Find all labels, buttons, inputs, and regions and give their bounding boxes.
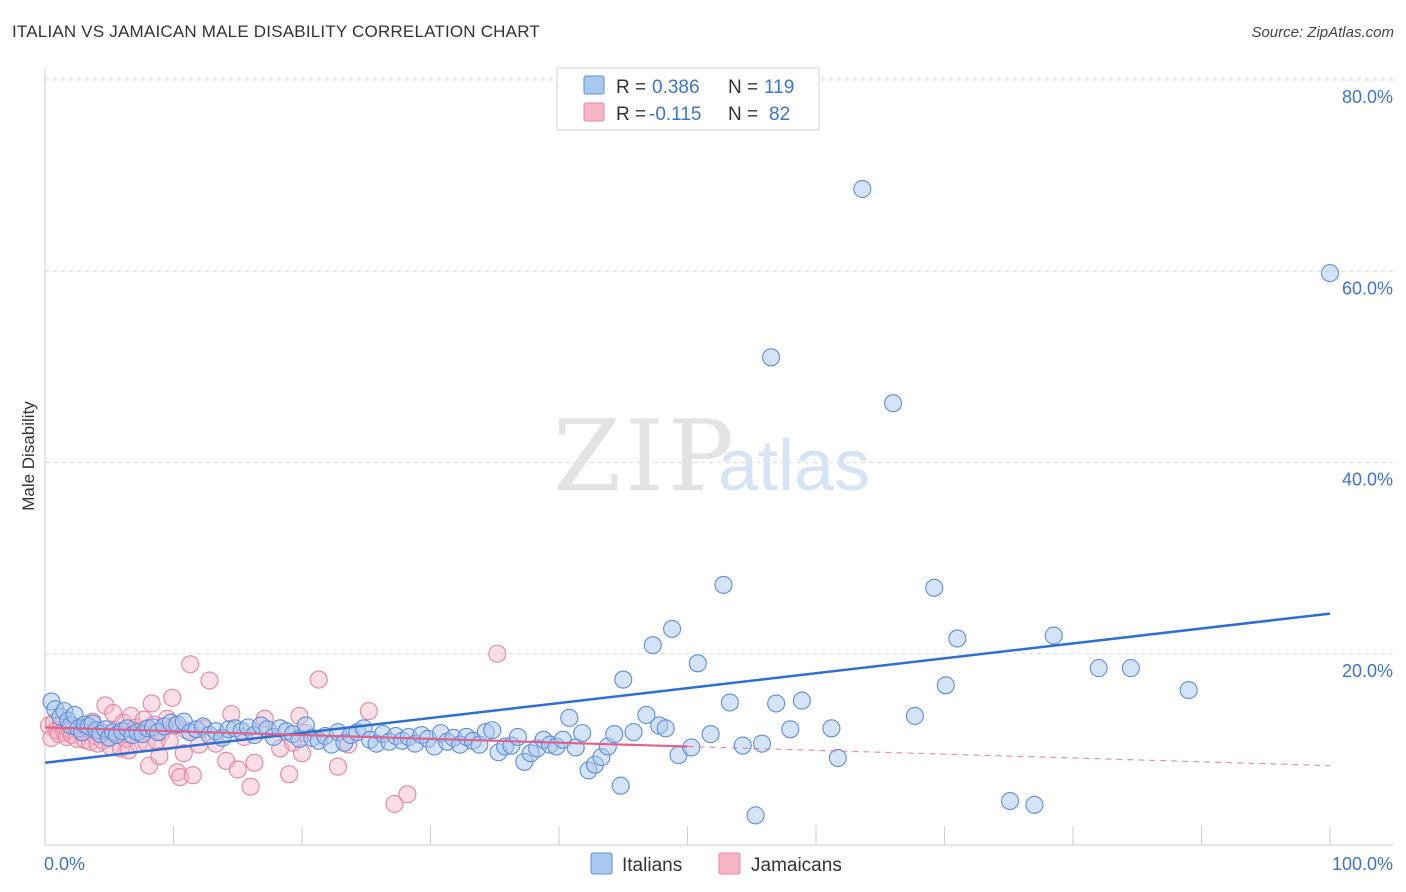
italians-point (614, 670, 633, 689)
legend: R = 0.386 N = 119 R = -0.115 N = 82 (556, 67, 820, 131)
legend-r-value-jamaicans: -0.115 (649, 104, 701, 125)
italians-point (605, 725, 624, 744)
bottom-legend: Italians Jamaicans (590, 852, 842, 876)
jamaicans-point (142, 694, 161, 713)
italians-point (822, 719, 841, 738)
jamaicans-point (150, 747, 169, 766)
x-tick-label-min: 0.0% (44, 854, 85, 874)
legend-r-label-jamaicans: R = (616, 104, 646, 125)
italians-point (853, 179, 872, 199)
y-tick-label: 80.0% (1342, 87, 1393, 107)
trend-lines (44, 612, 1331, 767)
jamaicans-trend-extension (687, 745, 1331, 767)
axes (44, 68, 1393, 846)
bottom-legend-label-jamaicans: Jamaicans (751, 855, 842, 876)
jamaicans-point (96, 696, 115, 715)
legend-n-value-jamaicans: 82 (769, 104, 790, 125)
italians-point (611, 776, 630, 795)
italians-point (925, 578, 944, 597)
italians-point (560, 708, 579, 727)
italians-point (701, 725, 720, 744)
italians-point (1320, 264, 1340, 283)
italians-point (573, 724, 592, 743)
bottom-legend-label-italians: Italians (622, 855, 682, 876)
italians-point (663, 619, 682, 638)
italians-point (1089, 659, 1108, 678)
italians-point (508, 727, 527, 746)
italians-point (884, 394, 903, 413)
italians-trend-line (44, 612, 1331, 765)
legend-r-value-italians: 0.386 (652, 77, 700, 98)
italians-point (643, 636, 662, 655)
jamaicans-point (168, 763, 187, 782)
jamaicans-point (280, 765, 299, 784)
y-tick-label: 20.0% (1342, 661, 1393, 681)
italians-point (828, 748, 847, 768)
italians-point (1000, 791, 1020, 811)
italians-point (483, 721, 502, 740)
legend-swatch-italians (583, 75, 605, 95)
y-tick-label: 60.0% (1342, 278, 1393, 298)
italians-point (1121, 659, 1140, 678)
watermark: ZIP atlas (553, 400, 870, 514)
legend-r-label-italians: R = (616, 77, 646, 98)
legend-n-value-italians: 119 (764, 77, 794, 98)
italians-point (781, 720, 800, 739)
italians-point (1025, 795, 1044, 814)
jamaicans-point (245, 753, 264, 772)
watermark-zip: ZIP (553, 400, 738, 514)
legend-n-label-jamaicans: N = (728, 104, 758, 125)
jamaicans-point (241, 777, 260, 796)
jamaicans-point (488, 644, 507, 663)
italians-point (1044, 626, 1063, 645)
jamaicans-point (398, 785, 417, 804)
italians-point (624, 723, 643, 742)
jamaicans-point (200, 671, 219, 690)
tick-labels: 20.0% 40.0% 60.0% 80.0% 0.0% 100.0% (44, 87, 1393, 874)
italians-point (752, 734, 772, 753)
italians-point (637, 705, 656, 725)
italians-point (746, 806, 765, 825)
source-label: Source: ZipAtlas.com (1251, 24, 1394, 41)
jamaicans-point (174, 744, 193, 763)
chart-title: ITALIAN VS JAMAICAN MALE DISABILITY CORR… (12, 22, 540, 41)
italians-point (688, 654, 707, 673)
italians-point (714, 575, 733, 594)
jamaicans-point (309, 670, 328, 689)
jamaicans-point (181, 655, 200, 674)
italians-point (936, 676, 955, 695)
jamaicans-point (385, 794, 404, 813)
jamaicans-point (163, 688, 182, 707)
jamaicans-point (183, 766, 202, 785)
y-axis-title: Male Disability (19, 401, 38, 511)
italians-point (792, 691, 811, 710)
bottom-legend-swatch-italians (590, 852, 613, 875)
jamaicans-trend-line (44, 726, 688, 748)
italians-point (948, 629, 967, 648)
legend-swatch-jamaicans (583, 102, 605, 122)
watermark-atlas: atlas (718, 426, 870, 506)
legend-n-label-italians: N = (728, 77, 758, 98)
italians-point (720, 693, 739, 712)
italians-point (761, 348, 781, 367)
italians-point (1179, 681, 1198, 700)
y-tick-label: 40.0% (1342, 470, 1393, 490)
grid-lines (45, 77, 1393, 655)
bottom-legend-swatch-jamaicans (718, 852, 741, 875)
jamaicans-point (328, 757, 348, 776)
x-tick-label-max: 100.0% (1332, 854, 1393, 874)
italians-point (733, 736, 752, 755)
italians-point (905, 706, 924, 725)
italians-points (42, 179, 1340, 825)
italians-point (656, 719, 675, 738)
jamaicans-point (228, 760, 247, 779)
italians-point (767, 694, 786, 713)
jamaicans-point (359, 702, 378, 721)
